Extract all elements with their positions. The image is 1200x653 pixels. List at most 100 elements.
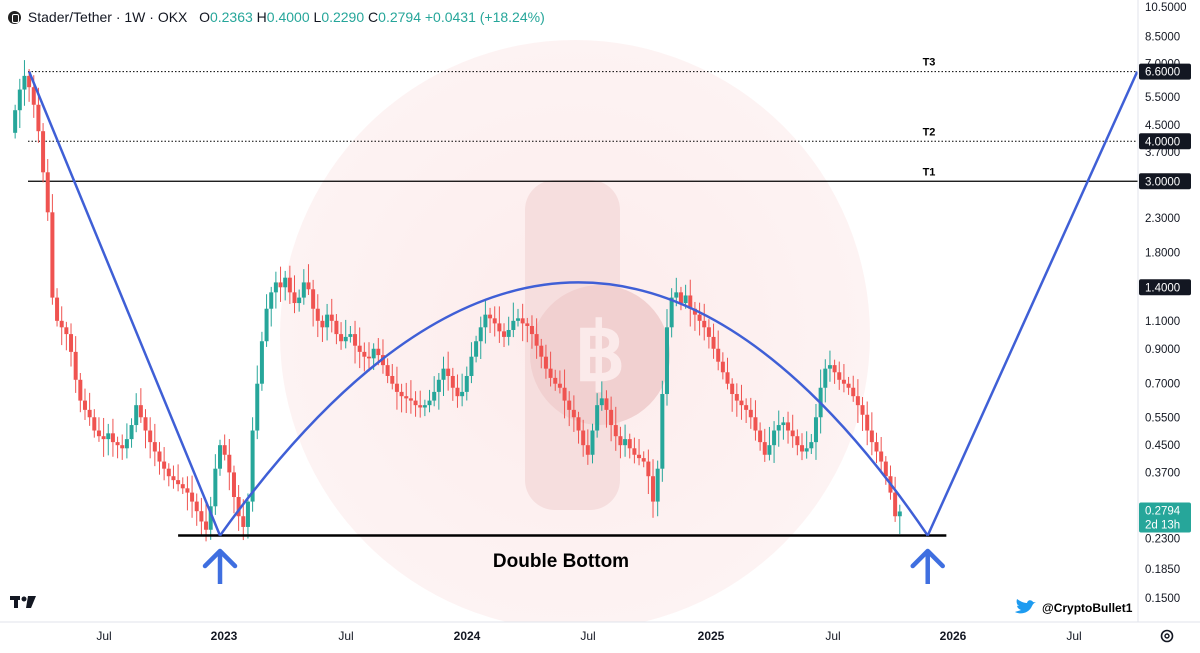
candle: [553, 369, 558, 391]
candle-body: [315, 308, 320, 321]
stader-icon: [8, 11, 21, 24]
chart-header: Stader/Tether · 1W · OKX O0.2363 H0.4000…: [8, 9, 545, 25]
candle: [832, 359, 837, 384]
candle: [334, 314, 339, 345]
symbol-label[interactable]: Stader/Tether · 1W · OKX: [27, 9, 188, 25]
candle-body: [786, 422, 791, 431]
double-bottom-annotation: Double Bottom: [493, 551, 629, 572]
candle-body: [651, 476, 656, 502]
candle-body: [22, 75, 27, 90]
twitter-bird-icon: [1015, 599, 1036, 614]
candle: [734, 383, 739, 417]
candle-body: [827, 365, 832, 369]
price-tick-label: 1.1000: [1145, 316, 1180, 328]
candle: [306, 264, 311, 295]
candle-body: [744, 405, 749, 410]
candle: [841, 364, 846, 393]
candle: [637, 439, 642, 466]
candle: [795, 429, 800, 456]
candle-body: [669, 297, 674, 328]
candle-body: [855, 396, 860, 406]
candle-body: [683, 295, 688, 304]
candle-body: [162, 461, 167, 469]
candle: [492, 306, 497, 337]
candle-body: [692, 308, 697, 315]
low-value: 0.2290: [321, 9, 365, 25]
candle: [488, 307, 493, 333]
candle: [245, 493, 250, 539]
candle: [758, 422, 763, 451]
candle: [96, 417, 101, 442]
candle: [408, 380, 413, 414]
candle: [874, 432, 879, 464]
candle-body: [343, 336, 348, 342]
candle: [59, 306, 64, 346]
candle: [497, 306, 502, 343]
candle: [264, 294, 269, 347]
candle-body: [627, 439, 632, 449]
candle-body: [776, 425, 781, 431]
candle-body: [138, 405, 143, 418]
time-axis[interactable]: [0, 622, 1138, 653]
candle-body: [199, 511, 204, 522]
candle: [725, 357, 730, 390]
candle: [525, 317, 530, 343]
candle: [292, 275, 297, 314]
candle-body: [13, 110, 18, 133]
candle: [227, 439, 232, 491]
svg-text:฿: ฿: [575, 308, 626, 397]
level-price-label: 4.0000: [1145, 136, 1180, 148]
highlight-price-badge: 1.4000: [1139, 279, 1191, 296]
candle: [106, 423, 111, 456]
candle-body: [618, 436, 623, 446]
candle-body: [176, 480, 181, 485]
candle: [450, 367, 455, 401]
candle: [124, 423, 129, 459]
candle: [813, 404, 818, 460]
price-tick-label: 0.3700: [1145, 467, 1180, 479]
candle: [325, 303, 330, 341]
candle: [120, 434, 125, 460]
level-price-badge: 3.0000: [1139, 173, 1191, 190]
candle-body: [222, 445, 227, 455]
candle-body: [851, 387, 856, 397]
candle: [199, 497, 204, 535]
candle-body: [180, 484, 185, 489]
candle-body: [758, 430, 763, 443]
candle-body: [329, 314, 334, 321]
gear-icon[interactable]: [1160, 629, 1174, 643]
candle: [772, 421, 777, 463]
candle-body: [269, 292, 274, 309]
candle-body: [278, 282, 283, 288]
candle-body: [55, 297, 60, 321]
candle: [208, 496, 213, 540]
candle: [432, 376, 437, 407]
candle: [604, 390, 609, 428]
high-label: H: [256, 9, 267, 25]
candle-body: [59, 320, 64, 328]
candle-body: [69, 334, 74, 352]
candle: [520, 303, 525, 342]
price-tick-label: 4.5000: [1145, 120, 1180, 132]
candle-body: [432, 391, 437, 401]
candle: [152, 423, 157, 467]
candle-body: [250, 430, 255, 502]
candle-body: [837, 372, 842, 380]
candle-body: [492, 318, 497, 324]
candle-body: [376, 348, 381, 356]
candle-body: [539, 345, 544, 357]
candle: [390, 363, 395, 390]
price-tick-label: 5.5000: [1145, 92, 1180, 104]
price-tick-label: 0.2300: [1145, 534, 1180, 546]
candle-body: [781, 422, 786, 426]
candle: [515, 308, 520, 327]
candle: [427, 389, 432, 413]
candle-body: [739, 400, 744, 406]
candle-body: [390, 375, 395, 384]
level-label-t2: T2: [923, 126, 936, 138]
candle-body: [613, 425, 618, 437]
candle-body: [353, 334, 358, 346]
candle: [404, 382, 409, 414]
